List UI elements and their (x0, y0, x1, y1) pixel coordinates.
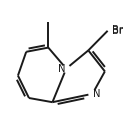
Text: N: N (58, 64, 66, 74)
Text: Br: Br (112, 25, 123, 35)
Text: N: N (93, 89, 101, 99)
Text: Br: Br (112, 26, 123, 36)
